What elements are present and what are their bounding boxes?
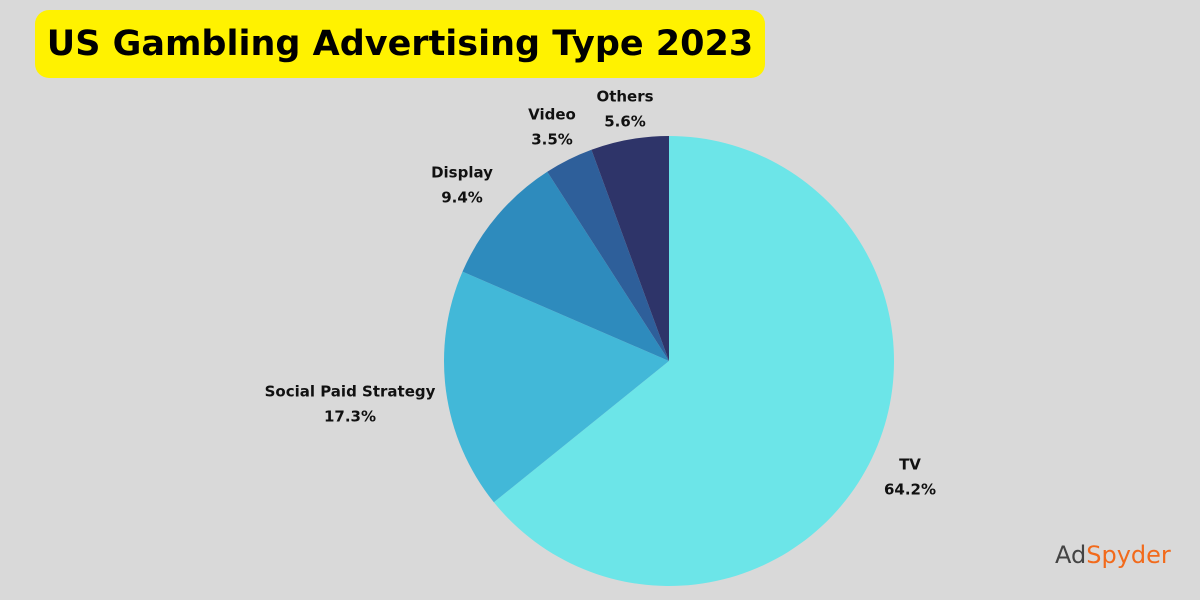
chart-title: US Gambling Advertising Type 2023	[47, 24, 753, 64]
pie-slice	[462, 171, 669, 361]
slice-value: 64.2%	[884, 481, 936, 499]
pie-slice	[591, 136, 669, 361]
slice-label: Video	[528, 106, 576, 124]
slice-label: Social Paid Strategy	[265, 383, 436, 401]
slice-value: 3.5%	[531, 131, 573, 149]
pie-slice	[444, 271, 669, 503]
slice-value: 9.4%	[441, 189, 483, 207]
brand-second: Spyder	[1086, 541, 1171, 569]
brand-first: Ad	[1055, 541, 1086, 569]
slice-value: 5.6%	[604, 113, 646, 131]
slice-label: TV	[899, 456, 921, 474]
pie-slice	[493, 136, 895, 587]
slice-label: Others	[596, 88, 653, 106]
title-box	[35, 10, 765, 78]
pie-slice	[547, 149, 669, 361]
slice-value: 17.3%	[324, 408, 376, 426]
brand-logo: AdSpyder	[1055, 541, 1171, 569]
slice-label: Display	[431, 164, 493, 182]
